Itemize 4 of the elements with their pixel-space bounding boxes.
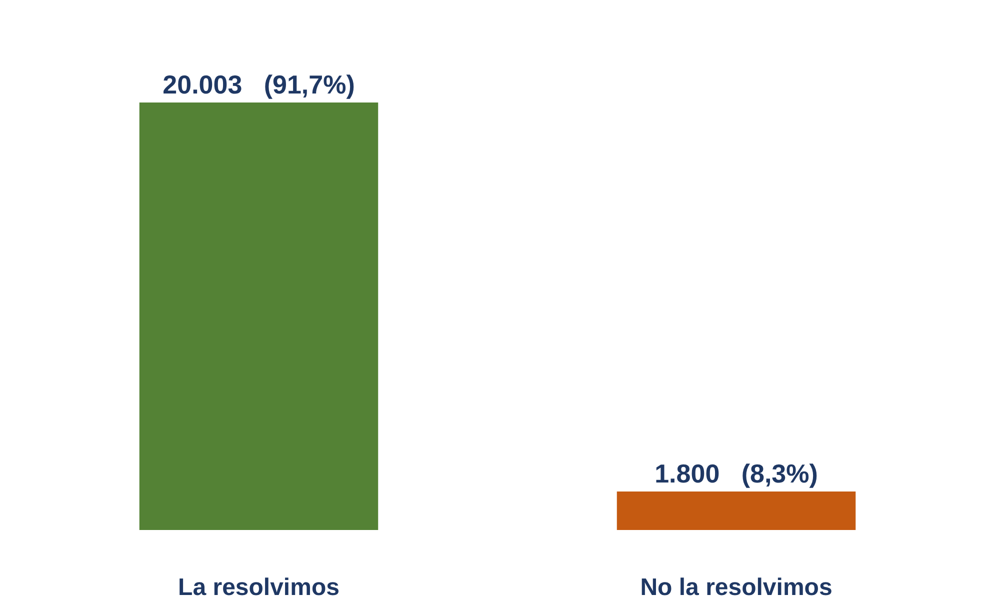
data-label: 1.800 (8,3%) [654, 458, 818, 489]
x-tick-label: La resolvimos [178, 574, 340, 601]
data-label: 20.003 (91,7%) [162, 70, 355, 100]
x-tick-label: No la resolvimos [640, 574, 832, 601]
